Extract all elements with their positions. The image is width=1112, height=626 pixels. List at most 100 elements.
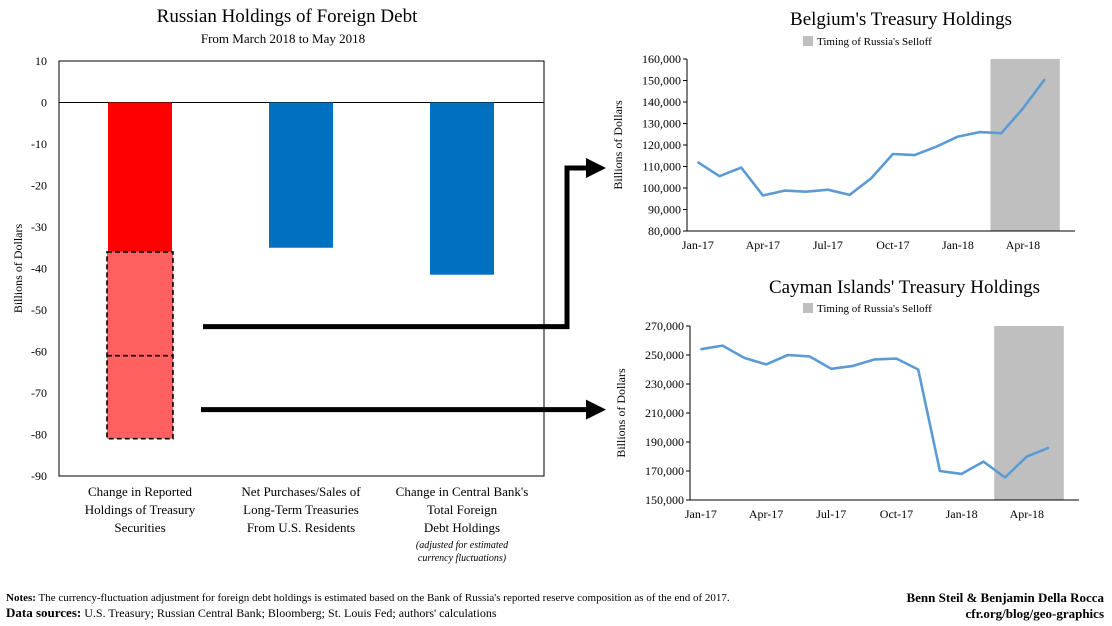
belgium-selloff-shade bbox=[990, 59, 1060, 231]
cayman-data-point bbox=[982, 460, 985, 463]
belgium-data-point bbox=[892, 153, 894, 155]
site-credit: cfr.org/blog/geo-graphics bbox=[965, 606, 1104, 621]
cayman-data-point bbox=[895, 357, 898, 360]
cayman-y-axis-label: Billions of Dollars bbox=[614, 368, 628, 458]
belgium-y-tick-label: 110,000 bbox=[642, 160, 681, 174]
cayman-y-tick-label: 170,000 bbox=[645, 464, 684, 478]
bar-y-tick-label: 0 bbox=[41, 96, 47, 110]
cayman-y-tick-label: 190,000 bbox=[645, 435, 684, 449]
bar-y-tick-label: -50 bbox=[31, 303, 47, 317]
belgium-legend-swatch bbox=[803, 36, 813, 46]
belgium-y-axis-label: Billions of Dollars bbox=[611, 100, 625, 190]
cayman-x-tick-label: Apr-17 bbox=[749, 507, 783, 521]
notes-label: Notes: bbox=[6, 592, 36, 604]
belgium-data-point bbox=[740, 166, 742, 169]
cayman-data-point bbox=[1004, 476, 1006, 479]
bar-category-label: Net Purchases/Sales of bbox=[241, 484, 361, 499]
bar-treasury-dashed bbox=[106, 251, 174, 440]
bar-y-tick-label: -30 bbox=[31, 220, 47, 234]
belgium-y-tick-label: 100,000 bbox=[642, 181, 681, 195]
bar-category-label: Change in Central Bank's bbox=[396, 484, 529, 499]
belgium-data-point bbox=[978, 131, 981, 133]
belgium-y-tick-label: 130,000 bbox=[642, 117, 681, 131]
belgium-data-point bbox=[913, 154, 916, 156]
cayman-selloff-shade bbox=[994, 326, 1064, 500]
bar-central-bank bbox=[430, 102, 494, 275]
bar-y-tick-label: -40 bbox=[31, 262, 47, 276]
belgium-x-tick-label: Oct-17 bbox=[876, 238, 909, 252]
bar-y-tick-label: -20 bbox=[31, 179, 47, 193]
bar-category-note: (adjusted for estimated bbox=[416, 540, 509, 551]
belgium-data-point bbox=[848, 194, 851, 196]
notes-line: Notes: The currency-fluctuation adjustme… bbox=[6, 592, 730, 605]
notes-text: The currency-fluctuation adjustment for … bbox=[35, 592, 730, 604]
bar-net-purchases bbox=[269, 102, 333, 248]
cayman-legend-swatch bbox=[803, 303, 813, 313]
bar-category-label: Total Foreign bbox=[427, 502, 498, 517]
belgium-y-tick-label: 150,000 bbox=[642, 74, 681, 88]
cayman-data-point bbox=[786, 354, 789, 356]
belgium-x-tick-label: Jan-18 bbox=[942, 238, 974, 252]
bar-y-tick-label: -70 bbox=[31, 386, 47, 400]
sources-line: Data sources: U.S. Treasury; Russian Cen… bbox=[6, 606, 497, 620]
cayman-data-point bbox=[939, 470, 941, 472]
belgium-data-point bbox=[762, 194, 764, 197]
cayman-y-tick-label: 270,000 bbox=[645, 319, 684, 333]
cayman-y-tick-label: 210,000 bbox=[645, 406, 684, 420]
belgium-data-point bbox=[935, 145, 938, 148]
belgium-y-tick-label: 90,000 bbox=[648, 203, 681, 217]
belgium-x-tick-label: Apr-18 bbox=[1006, 238, 1040, 252]
cayman-x-tick-label: Jan-17 bbox=[685, 507, 717, 521]
bar-y-tick-label: -60 bbox=[31, 345, 47, 359]
cayman-data-point bbox=[743, 357, 746, 359]
belgium-x-tick-label: Jul-17 bbox=[813, 238, 843, 252]
belgium-data-point bbox=[1022, 107, 1024, 110]
bar-plot-frame bbox=[58, 60, 545, 477]
cayman-chart-title: Cayman Islands' Treasury Holdings bbox=[769, 277, 1040, 298]
belgium-data-point bbox=[697, 161, 699, 163]
belgium-data-point bbox=[1000, 132, 1003, 134]
bar-y-tick-label: -80 bbox=[31, 428, 47, 442]
cayman-x-tick-label: Oct-17 bbox=[880, 507, 913, 521]
belgium-x-tick-label: Jan-17 bbox=[682, 238, 714, 252]
cayman-data-point bbox=[765, 363, 767, 366]
cayman-x-tick-label: Jan-18 bbox=[946, 507, 978, 521]
cayman-data-point bbox=[1026, 455, 1028, 458]
bar-category-label: Debt Holdings bbox=[424, 520, 500, 535]
belgium-x-tick-label: Apr-17 bbox=[746, 238, 780, 252]
cayman-x-tick-label: Jul-17 bbox=[816, 507, 846, 521]
bar-chart-title: Russian Holdings of Foreign Debt bbox=[157, 6, 418, 27]
cayman-data-point bbox=[960, 473, 963, 475]
belgium-data-point bbox=[783, 189, 786, 192]
cayman-data-point bbox=[830, 367, 833, 370]
authors-credit: Benn Steil & Benjamin Della Rocca bbox=[906, 590, 1104, 605]
belgium-data-point bbox=[870, 177, 873, 180]
bar-category-label: Holdings of Treasury bbox=[85, 502, 196, 517]
cayman-y-tick-label: 150,000 bbox=[645, 493, 684, 507]
bar-category-label: Long-Term Treasuries bbox=[243, 502, 359, 517]
cayman-legend-label: Timing of Russia's Selloff bbox=[817, 303, 932, 315]
bar-category-label: From U.S. Residents bbox=[247, 520, 355, 535]
bar-y-axis-label: Billions of Dollars bbox=[11, 224, 25, 314]
sources-label: Data sources: bbox=[6, 605, 82, 620]
belgium-data-point bbox=[957, 135, 959, 138]
cayman-data-point bbox=[1047, 447, 1050, 449]
bar-category-label: Securities bbox=[114, 520, 165, 535]
cayman-data-point bbox=[808, 355, 811, 358]
bar-category-label: Change in Reported bbox=[88, 484, 192, 499]
cayman-x-tick-label: Apr-18 bbox=[1010, 507, 1044, 521]
belgium-y-tick-label: 160,000 bbox=[642, 52, 681, 66]
belgium-chart-title: Belgium's Treasury Holdings bbox=[790, 9, 1012, 30]
sources-text: U.S. Treasury; Russian Central Bank; Blo… bbox=[81, 606, 497, 620]
cayman-data-point bbox=[917, 368, 919, 371]
bar-treasury-solid bbox=[108, 102, 172, 252]
belgium-y-tick-label: 120,000 bbox=[642, 138, 681, 152]
belgium-data-point bbox=[1043, 78, 1046, 81]
cayman-data-point bbox=[721, 344, 724, 347]
bar-chart-subtitle: From March 2018 to May 2018 bbox=[201, 31, 365, 46]
belgium-data-point bbox=[805, 190, 808, 193]
belgium-legend-label: Timing of Russia's Selloff bbox=[817, 36, 932, 48]
cayman-y-tick-label: 250,000 bbox=[645, 348, 684, 362]
bar-category-note: currency fluctuations) bbox=[418, 553, 507, 564]
